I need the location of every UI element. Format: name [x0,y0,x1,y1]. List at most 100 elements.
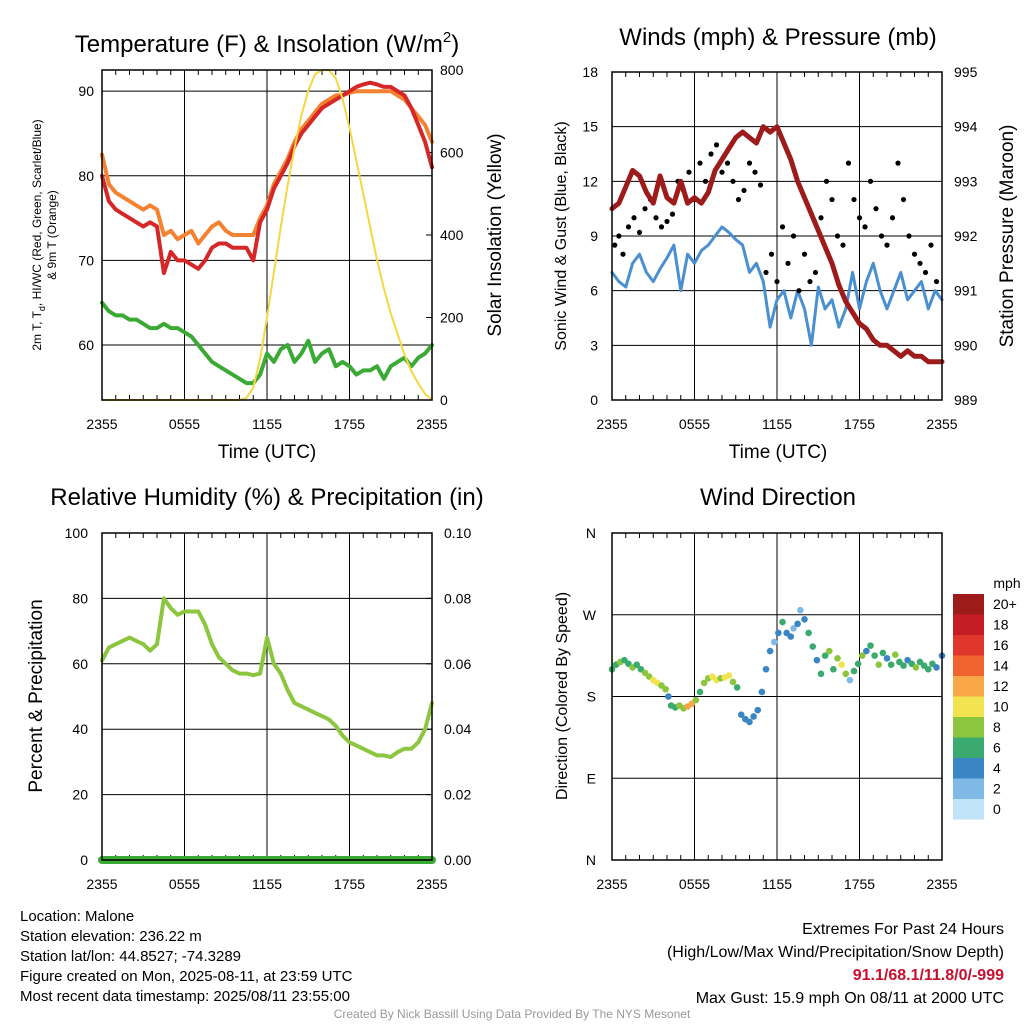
x-tick-label: 1155 [762,416,792,432]
direction-point [830,665,837,673]
y-tick-label-left: 9 [590,228,598,244]
gust-point [735,196,742,203]
gust-point [900,196,907,203]
direction-point [933,664,940,671]
legend-swatch [953,758,984,779]
created-text: Figure created on Mon, 2025-08-11, at 23… [20,968,353,985]
plot-border [611,71,943,401]
y-tick-label-right: 800 [440,62,464,78]
gust-point [790,233,797,239]
y-tick-label-right: 991 [954,283,978,299]
y-tick-label-left: N [586,525,596,541]
direction-point [924,665,932,673]
panel-title: Winds (mph) & Pressure (mb) [619,24,936,51]
direction-point [817,670,825,678]
title-close: ) [451,31,459,58]
direction-point [805,629,812,637]
y-tick-label-left: 90 [78,83,94,99]
gust-point [862,224,868,230]
direction-point [766,647,774,655]
y-tick-label-right: 200 [440,310,464,326]
direction-point [867,642,874,649]
y-tick-label-left: 80 [78,168,94,184]
label-sub: d [37,306,47,311]
legend-title: mph [993,575,1020,591]
y-tick-label-right: 600 [440,145,464,161]
y-tick-label-right: 0.10 [444,525,471,541]
direction-point [750,713,757,720]
y-tick-label-right: 0.06 [444,656,471,672]
speed-legend: mph 20+ 18 16 14 12 10 8 6 4 2 0 [953,575,1021,820]
max-gust-text: Max Gust: 15.9 mph On 08/11 at 2000 UTC [695,990,1004,1007]
gust-point [840,242,846,248]
y-tick-label-left: 3 [590,337,598,353]
x-tick-label: 2355 [596,876,627,892]
x-tick-label: 1755 [334,416,365,432]
gust-point [922,269,929,276]
gust-point [906,233,912,239]
title-sup: 2 [443,29,451,46]
panel-title: Relative Humidity (%) & Precipitation (i… [50,484,483,511]
y-tick-label-left: 60 [78,337,94,353]
y-tick-label-left: 60 [72,656,88,672]
direction-point [775,629,782,637]
direction-point [700,679,708,687]
gust-point [774,278,780,285]
gust-point [616,233,622,239]
legend-swatch [953,799,984,820]
legend-label: 20+ [993,596,1017,612]
legend-swatch [953,594,984,615]
legend-swatch [953,635,984,656]
x-tick-label: 2355 [926,876,957,892]
gust-point [697,160,703,166]
legend-label: 14 [993,658,1009,674]
direction-point [762,665,770,673]
direction-point [746,718,753,726]
gust-point [933,278,940,285]
y-tick-label-left: W [583,607,597,623]
y-tick-label-right: 992 [954,228,978,244]
direction-point [797,606,804,614]
legend-label: 12 [993,678,1009,694]
x-tick-label: 2355 [596,416,627,432]
gust-point [768,251,775,257]
panel-2: 2355 0555 1155 1755 2355 0 3 6 9 12 15 18 989 990 991 9… [553,24,1018,463]
x-tick-label: 0555 [169,876,200,892]
title-main: Temperature (F) & Insolation (W/m [75,31,443,58]
direction-point [725,672,733,679]
gust-point [801,251,808,257]
legend-label: 4 [993,760,1001,776]
gust-point [686,169,692,175]
recent-data-text: Most recent data timestamp: 2025/08/11 2… [20,988,350,1005]
x-tick-label: 2355 [926,416,957,432]
legend-swatch [953,655,984,676]
direction-point [858,652,866,659]
direction-point [692,696,700,704]
legend-swatch [953,676,984,697]
direction-point [912,664,920,671]
gust-point [702,178,709,184]
panel-title: Wind Direction [700,484,856,511]
x-tick-label: 2355 [416,416,447,432]
y-axis-label-right: Station Pressure (Maroon) [997,125,1018,348]
gust-point [713,142,720,148]
gust-point [631,215,637,221]
direction-point [846,676,854,684]
gust-point [763,269,769,276]
extremes-title: Extremes For Past 24 Hours [802,921,1004,938]
gust-point [642,206,648,212]
x-tick-label: 0555 [679,876,710,892]
direction-point [665,693,672,700]
y-tick-label-right: 0.04 [444,721,471,737]
y-axis-label-left: Sonic Wind & Gust (Blue, Black) [553,121,570,350]
y-tick-label-left: 0 [590,392,598,408]
y-tick-label-right: 0 [440,392,448,408]
y-tick-label-left: 15 [582,119,598,135]
y-tick-label-right: 995 [954,64,978,80]
direction-point [662,685,669,693]
gust-point [823,178,830,184]
direction-point [733,684,741,691]
legend-label: 6 [993,740,1001,756]
elevation-text: Station elevation: 236.22 m [20,928,202,945]
